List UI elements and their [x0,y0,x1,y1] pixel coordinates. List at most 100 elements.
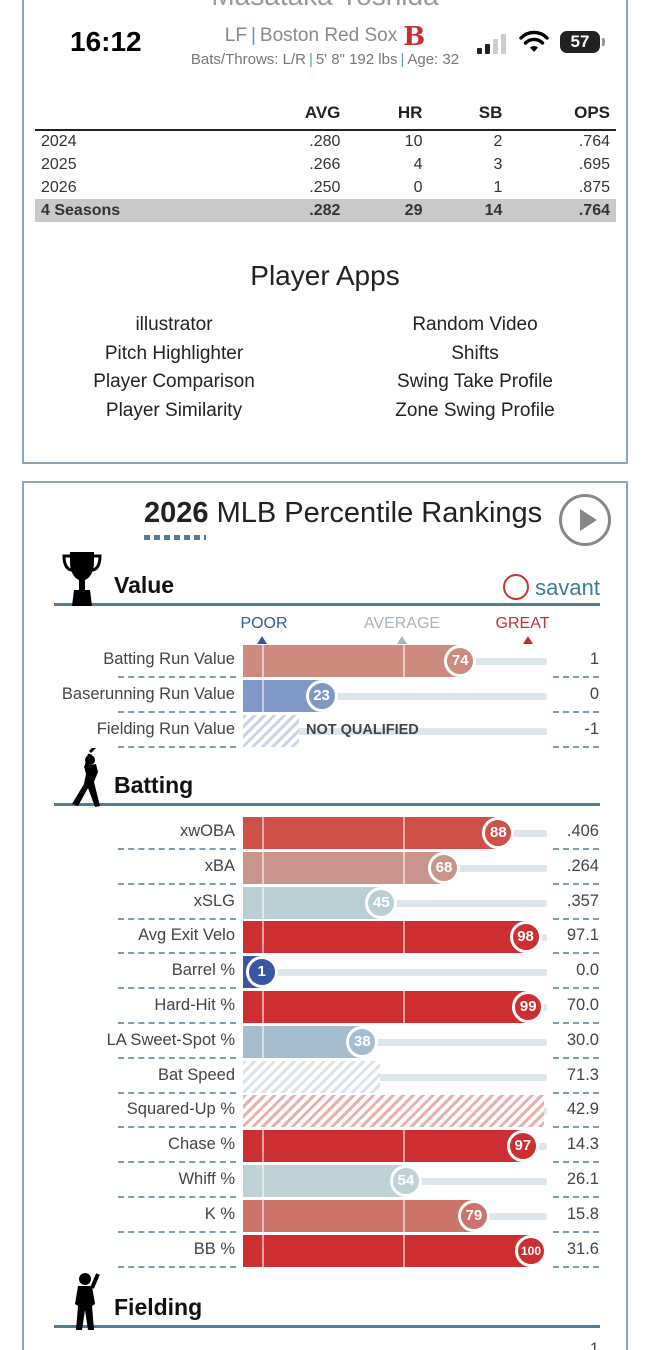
percentile-bubble[interactable]: 45 [365,886,398,919]
table-total-row: 4 Seasons .282 29 14 .764 [35,199,616,222]
row-divider [118,746,236,748]
apps-column-right: Random Video Shifts Swing Take Profile Z… [325,311,625,425]
row-divider [118,917,236,920]
percentile-bubble[interactable]: 54 [389,1165,422,1197]
season-stats-table: AVG HR SB OPS 2024 .280 10 2 .764 2025 .… [35,96,616,222]
table-cell: 3 [493,155,503,173]
metric-value: 26.1 [566,1170,599,1188]
section-header-fielding: Fielding [54,1273,600,1330]
column-header[interactable]: OPS [508,96,616,131]
apps-column-left: illustrator Pitch Highlighter Player Com… [24,311,324,425]
app-link-pitch-highlighter[interactable]: Pitch Highlighter [104,342,244,364]
table-cell: .695 [578,155,610,173]
metric-value: 30.0 [566,1030,599,1049]
scale-gridline [403,1199,405,1232]
metric-row[interactable]: LA Sweet-Spot % 38 30.0 [0,1025,650,1060]
play-icon[interactable] [559,494,611,546]
percentile-track [243,1038,547,1046]
metric-row[interactable]: Whiff % 54 26.1 [0,1164,650,1199]
metric-row[interactable]: BB % 100 31.6 [0,1234,650,1269]
percentile-bubble[interactable]: 38 [346,1025,379,1058]
app-link-random-video[interactable]: Random Video [412,314,538,335]
metric-row[interactable]: Barrel % 1 0.0 [0,955,650,990]
column-header[interactable]: SB [428,96,509,131]
percentile-bubble[interactable]: 68 [427,851,460,884]
metric-value: 71.3 [566,1065,599,1084]
not-qualified-bar [243,715,299,747]
row-divider [118,1265,236,1268]
percentile-bubble[interactable]: 97 [506,1130,539,1163]
metric-row[interactable]: Bat Speed 71.3 [0,1060,650,1095]
metric-label: Fielding Run Value [96,720,235,738]
scale-gridline [403,921,405,954]
scale-great-marker [523,636,533,644]
row-divider [553,917,599,920]
scale-gridline [262,1165,264,1197]
team-logo-icon[interactable]: B [403,22,426,52]
player-team[interactable]: Boston Red Sox [259,25,398,46]
section-label: Value [114,572,175,598]
scale-gridline [403,1234,405,1267]
table-cell: 2025 [41,155,77,173]
scale-gridline [262,645,264,677]
metric-row[interactable]: Baserunning Run Value 23 0 [0,679,650,714]
battery-icon: 57 [560,31,600,53]
metric-label: LA Sweet-Spot % [106,1030,235,1049]
app-link-player-comparison[interactable]: Player Comparison [93,371,255,392]
metric-row[interactable]: K % 79 15.8 [0,1199,650,1234]
metric-row[interactable]: xSLG 45 .357 [0,886,650,921]
column-header[interactable]: HR [346,96,429,131]
percentile-bubble[interactable]: 98 [509,921,542,954]
table-cell: 10 [346,129,429,153]
fielding-partial-value: 1 [589,1340,599,1350]
row-divider [553,746,599,748]
scale-average-label: AVERAGE [363,615,441,632]
scale-gridline [262,886,264,919]
title-underline [144,535,206,540]
percentile-bubble[interactable]: 23 [305,680,338,712]
scale-gridline [262,817,264,849]
app-link-shifts[interactable]: Shifts [451,342,499,364]
scale-gridline [262,1130,264,1163]
metric-label: xBA [204,856,235,875]
separator: | [400,51,405,68]
percentile-bubble[interactable]: 99 [512,991,545,1023]
column-header[interactable]: AVG [239,96,347,131]
percentile-track [243,1073,547,1081]
metric-row[interactable]: Fielding Run Value NOT QUALIFIED -1 [0,714,650,749]
scale-poor-label: POOR [240,615,288,632]
scale-gridline [262,1199,264,1232]
metric-row[interactable]: Hard-Hit % 99 70.0 [0,990,650,1025]
cellular-signal-icon [477,32,509,54]
savant-link[interactable]: savant [503,574,600,601]
row-divider [118,1196,236,1198]
metric-value: 42.9 [566,1100,599,1119]
table-row: 2026 .250 0 1 .875 [35,176,616,199]
app-link-zone-swing-profile[interactable]: Zone Swing Profile [395,399,555,421]
app-link-swing-take-profile[interactable]: Swing Take Profile [397,371,553,392]
percentile-bubble[interactable]: 1 [245,956,278,989]
table-cell: .282 [239,199,347,222]
metric-row[interactable]: Chase % 97 14.3 [0,1129,650,1164]
app-link-illustrator[interactable]: illustrator [135,314,213,335]
metric-row[interactable]: Batting Run Value 74 1 [0,644,650,679]
metric-row[interactable]: xwOBA 88 .406 [0,816,650,851]
percentile-bubble[interactable]: 88 [482,817,515,849]
percentile-bar [243,886,382,919]
status-bar: Masataka Yoshida 16:12 LF|Boston Red Sox… [0,0,650,100]
row-divider [553,952,599,955]
percentile-bubble[interactable]: 79 [457,1199,490,1232]
scale-gridline [403,817,405,849]
metric-label: xwOBA [179,822,235,840]
app-link-player-similarity[interactable]: Player Similarity [105,399,243,421]
row-divider [553,987,599,990]
metric-row[interactable]: Squared-Up % 42.9 [0,1094,650,1129]
percentile-bubble[interactable]: 74 [444,645,477,677]
fielder-icon [75,1273,100,1330]
scale-gridline [262,680,264,712]
metric-row[interactable]: xBA 68 .264 [0,851,650,886]
metric-row[interactable]: Avg Exit Velo 98 97.1 [0,920,650,955]
percentile-bubble[interactable]: 100 [515,1234,547,1267]
row-divider [553,1161,599,1164]
bio-bats-throws: Bats/Throws: L/R [190,51,306,68]
